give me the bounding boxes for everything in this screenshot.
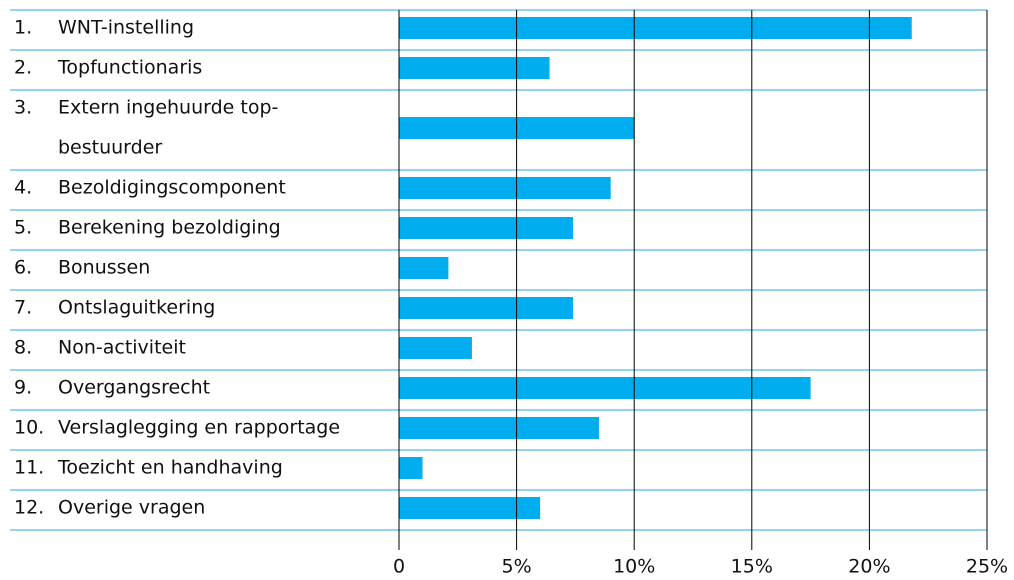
category-number: 10. [14, 417, 44, 439]
category-number: 4. [14, 177, 32, 199]
bar [399, 177, 611, 199]
bar [399, 497, 541, 519]
category-label: Ontslaguitkering [58, 297, 215, 319]
category-label: Extern ingehuurde top- [58, 97, 278, 119]
category-label: Bezoldigingscomponent [58, 177, 286, 199]
x-tick-label: 0 [393, 556, 405, 578]
category-label: WNT-instelling [58, 17, 194, 39]
category-number: 1. [14, 17, 32, 39]
category-number: 8. [14, 337, 32, 359]
x-tick-label: 5% [502, 556, 532, 578]
x-tick-label: 10% [613, 556, 655, 578]
category-label: Toezicht en handhaving [57, 457, 283, 479]
bar [399, 217, 574, 239]
x-tick-label: 15% [731, 556, 773, 578]
bar [399, 297, 574, 319]
category-label: bestuurder [58, 137, 162, 159]
bar [399, 337, 472, 359]
x-tick-label: 20% [848, 556, 890, 578]
category-label: Non-activiteit [58, 337, 186, 359]
bar [399, 57, 550, 79]
bar [399, 17, 912, 39]
bar [399, 457, 423, 479]
bar [399, 377, 811, 399]
x-tick-label: 25% [966, 556, 1008, 578]
category-label: Topfunctionaris [57, 57, 202, 79]
category-label: Overgangsrecht [58, 377, 210, 399]
bar [399, 417, 599, 439]
category-number: 5. [14, 217, 32, 239]
bar [399, 257, 449, 279]
category-number: 2. [14, 57, 32, 79]
category-number: 11. [14, 457, 44, 479]
category-number: 12. [14, 497, 44, 519]
category-number: 6. [14, 257, 32, 279]
category-number: 7. [14, 297, 32, 319]
category-number: 3. [14, 97, 32, 119]
category-label: Verslaglegging en rapportage [58, 417, 340, 439]
category-number: 9. [14, 377, 32, 399]
category-label: Bonussen [58, 257, 150, 279]
category-label: Berekening bezoldiging [58, 217, 281, 239]
category-label: Overige vragen [58, 497, 205, 519]
